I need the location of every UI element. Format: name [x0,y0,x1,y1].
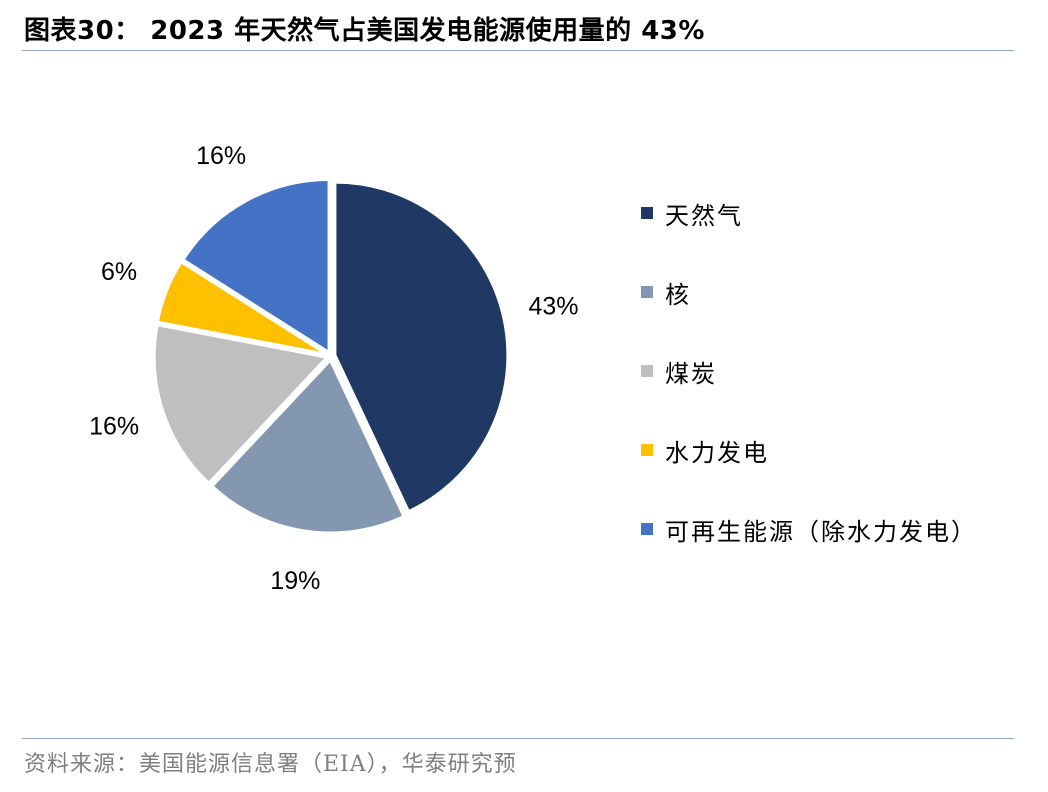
page-title: 图表30： 2023 年天然气占美国发电能源使用量的 43% [24,16,705,46]
title-divider [22,50,1014,51]
pie-slice-hydro [155,260,329,357]
pie-slice-natural-gas [333,180,510,514]
source-note: 资料来源：美国能源信息署（EIA），华泰研究预 [24,752,517,777]
legend-swatch-coal [641,365,653,377]
data-label-natural-gas: 43% [528,292,578,320]
footer-divider [22,738,1014,739]
legend-label-coal: 煤炭 [665,359,717,388]
legend-item-renewables: 可再生能源（除水力发电） [641,509,977,549]
legend-item-natural-gas: 天然气 [641,193,743,233]
data-label-coal: 16% [89,412,139,440]
legend-label-nuclear: 核 [665,280,691,309]
data-label-hydro: 6% [101,258,137,286]
pie-slice-coal [152,323,329,485]
legend-label-renewables: 可再生能源（除水力发电） [665,517,977,546]
legend-item-hydro: 水力发电 [641,430,769,470]
pie-slice-nuclear [210,358,406,535]
legend-swatch-nuclear [641,286,653,298]
legend-swatch-renewables [641,523,653,535]
legend-label-natural-gas: 天然气 [665,201,743,230]
data-label-nuclear: 19% [270,567,320,595]
legend-label-hydro: 水力发电 [665,438,769,467]
legend-item-coal: 煤炭 [641,351,717,391]
legend-item-nuclear: 核 [641,272,691,312]
legend-swatch-hydro [641,444,653,456]
legend-swatch-natural-gas [641,207,653,219]
data-label-renewables: 16% [196,142,246,170]
pie-slice-renewables [181,177,331,354]
